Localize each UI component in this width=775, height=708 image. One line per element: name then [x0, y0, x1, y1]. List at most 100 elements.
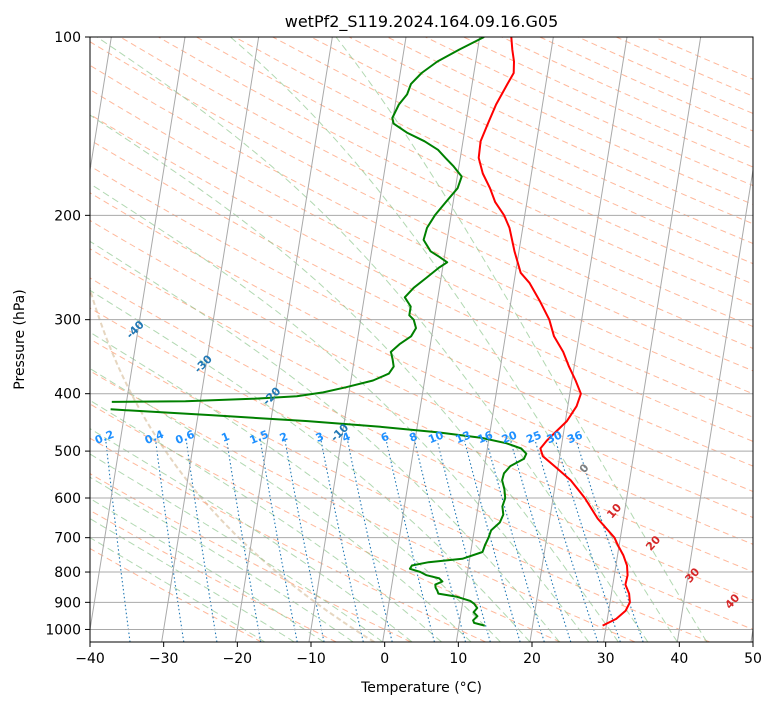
- chart-title: wetPf2_S119.2024.164.09.16.G05: [285, 12, 559, 32]
- moist-adiabat-label: 20: [643, 533, 663, 553]
- x-tick-label: −40: [75, 651, 105, 667]
- x-tick-label: 40: [670, 651, 688, 667]
- mixing-ratio-line: [226, 440, 262, 642]
- mixing-ratio-line: [510, 440, 572, 642]
- mixing-ratio-label: 0.2: [93, 428, 116, 447]
- moist-adiabat-line: [90, 537, 266, 642]
- y-tick-label: 700: [54, 531, 81, 547]
- y-tick-label: 500: [54, 444, 81, 460]
- x-tick-label: 30: [597, 651, 615, 667]
- mixing-ratio-line: [463, 440, 521, 642]
- y-tick-label: 600: [54, 491, 81, 507]
- skewed-isotherm: [90, 37, 186, 633]
- dry-adiabat-line: [539, 37, 753, 132]
- mixing-ratio-label: 16: [476, 428, 495, 446]
- y-axis-ticks: 100 200 300 400 500 600 700 800 900 1000: [45, 30, 90, 638]
- moist-adiabat-line: [90, 367, 472, 642]
- dry-adiabat-line: [90, 277, 753, 601]
- mixing-ratio-line: [485, 440, 545, 642]
- dry-adiabat-line: [463, 37, 753, 168]
- y-tick-label: 900: [54, 595, 81, 611]
- dry-adiabat-line: [310, 37, 753, 245]
- skewed-isotherm: [676, 166, 753, 642]
- mixing-ratio-lines: [105, 440, 644, 642]
- mixing-ratio-label: 13: [454, 428, 473, 446]
- mixing-ratio-line: [105, 440, 131, 642]
- dry-adiabat-line: [616, 37, 753, 97]
- x-tick-label: −10: [296, 651, 326, 667]
- skewed-isotherm: [455, 37, 554, 642]
- moist-adiabats: [90, 37, 708, 642]
- moist-adiabat-line: [90, 183, 590, 642]
- moist-adiabat-line: [96, 37, 649, 642]
- pressure-gridlines: [90, 37, 753, 630]
- moist-adiabat-line: [90, 114, 619, 642]
- mixing-ratio-label: 3: [314, 430, 326, 445]
- x-axis-ticks: −40 −30 −20 −10 0 10 20 30 40 50: [75, 642, 762, 667]
- moist-adiabat-line: [90, 497, 324, 642]
- mixing-ratio-line: [185, 440, 218, 642]
- skewed-isotherm: [234, 37, 333, 642]
- dry-adiabat-line: [90, 165, 753, 493]
- dry-adiabat-line: [119, 37, 753, 349]
- mixing-ratio-label: 0.4: [143, 428, 166, 447]
- mixing-ratio-line: [436, 440, 491, 642]
- dewpoint-line: [110, 408, 528, 627]
- skewed-isotherm: [308, 37, 407, 642]
- dry-adiabat-line: [90, 509, 337, 642]
- isotherm-label: -40: [124, 318, 147, 341]
- isotherm-label: -30: [192, 352, 215, 375]
- dry-adiabat-line: [272, 37, 753, 265]
- moist-adiabat-line: [90, 289, 531, 642]
- mixing-ratio-line: [414, 440, 467, 642]
- y-tick-label: 400: [54, 387, 81, 403]
- moist-adiabat-line: [335, 37, 708, 642]
- mixing-ratio-line: [320, 440, 364, 642]
- mixing-ratio-label: 36: [565, 428, 584, 446]
- x-tick-label: 10: [449, 651, 467, 667]
- moist-adiabat-line: [90, 476, 354, 642]
- dry-adiabat-line: [196, 37, 753, 306]
- dry-adiabat-line: [654, 37, 753, 80]
- dewpoint-line: [111, 37, 485, 403]
- dry-adiabats: [90, 37, 753, 642]
- profile-series: [110, 37, 631, 627]
- skewed-isotherm: [90, 37, 112, 174]
- mixing-ratio-label: 6: [379, 430, 391, 445]
- moist-adiabat-line: [90, 331, 501, 642]
- dry-adiabat-line: [90, 248, 753, 573]
- y-axis-label: Pressure (hPa): [12, 289, 28, 389]
- dry-adiabat-line: [90, 307, 753, 630]
- mixing-ratio-line: [385, 440, 435, 642]
- moist-adiabat-line: [90, 399, 442, 642]
- mixing-ratio-line: [259, 440, 298, 642]
- dry-adiabat-line: [348, 37, 753, 225]
- mixing-ratio-label: 1: [219, 430, 231, 445]
- mixing-ratio-label: 2: [278, 430, 290, 445]
- dry-adiabat-line: [90, 139, 753, 467]
- moist-adiabat-label: 40: [722, 591, 742, 611]
- mixing-ratio-label: 8: [407, 430, 419, 445]
- dry-adiabat-line: [90, 113, 753, 442]
- x-axis-label: Temperature (°C): [360, 680, 482, 696]
- y-tick-label: 200: [54, 208, 81, 224]
- dry-adiabat-line: [90, 437, 486, 642]
- moist-adiabat-line: [90, 453, 383, 642]
- mixing-ratio-label: 4: [340, 430, 352, 445]
- tan-curves: [90, 285, 375, 642]
- x-tick-label: −30: [149, 651, 179, 667]
- skewed-isotherm: [529, 37, 628, 642]
- dry-adiabat-line: [90, 192, 753, 519]
- isotherm-label: -60: [0, 237, 13, 260]
- moist-adiabat-line: [90, 428, 413, 642]
- tan-curve: [90, 285, 375, 642]
- skewed-isotherm: [603, 37, 702, 642]
- plot-frame: [89, 36, 754, 643]
- mixing-ratio-label: 20: [500, 428, 519, 446]
- x-tick-label: 0: [380, 651, 389, 667]
- moist-adiabat-label: 30: [682, 565, 702, 585]
- mixing-ratio-line: [284, 440, 325, 642]
- y-tick-label: 100: [54, 30, 81, 46]
- mixing-ratio-line: [155, 440, 185, 642]
